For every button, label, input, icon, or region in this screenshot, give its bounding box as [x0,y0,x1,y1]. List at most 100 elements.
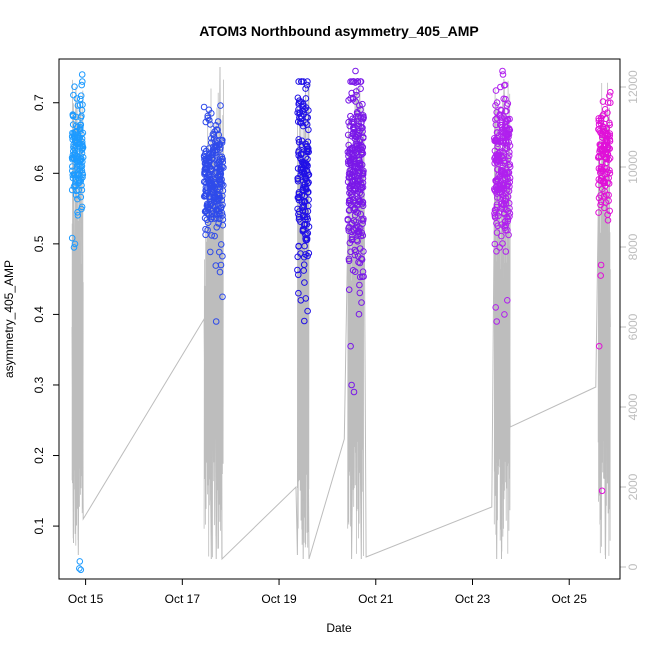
data-point [502,176,509,183]
data-point [208,173,215,180]
data-point [74,169,81,177]
data-point [503,169,511,176]
data-point [359,100,366,108]
data-point [72,113,80,121]
data-point [498,232,505,240]
data-point [219,212,226,219]
data-point [493,248,500,255]
data-point [297,250,304,257]
data-point [351,158,359,166]
data-point [354,187,362,195]
data-point [295,136,303,143]
data-point [218,155,226,163]
data-point [500,176,507,183]
data-point [495,171,502,179]
data-point [601,171,609,178]
left-axis: 0.1 0.2 0.3 0.4 0.5 0.6 0.7 [32,94,59,534]
data-point [211,203,219,211]
data-point [492,102,499,109]
data-point [298,119,305,127]
data-point [295,271,302,279]
data-point [298,143,306,150]
data-point [491,206,499,214]
data-point [205,212,213,219]
data-point [201,150,209,158]
data-point [304,307,311,315]
data-point [492,87,500,94]
data-point [69,136,76,143]
right-axis: 0 2000 4000 6000 8000 10000 12000 [620,70,640,570]
x-tick-label: Oct 19 [261,592,297,606]
data-point [357,198,364,205]
data-point [209,207,217,214]
data-point [219,221,227,229]
data-point [360,248,367,255]
data-point [359,232,367,239]
data-point [217,261,225,269]
x-tick-label: Oct 15 [68,592,104,606]
data-point [78,182,85,189]
data-point [301,162,309,170]
data-point [606,92,613,99]
data-point [209,149,216,157]
y-tick-label: 0.6 [32,165,46,182]
data-point [347,196,354,204]
y2-tick-label: 0 [626,563,640,570]
data-point [302,85,309,92]
data-point [506,161,514,168]
data-point [492,137,500,144]
data-point [215,141,223,149]
data-point [212,318,220,325]
data-point [74,195,81,203]
data-point [302,104,310,111]
data-point [505,152,513,159]
data-point [353,236,361,244]
data-point [352,140,360,148]
data-point [70,244,78,251]
data-point [205,161,212,168]
plot-frame [58,58,621,580]
data-point [305,126,312,134]
data-point [352,248,360,255]
data-point [606,207,614,215]
data-point [501,218,509,225]
data-point [359,217,367,224]
data-point [299,187,307,194]
data-point [596,141,604,148]
data-point [349,129,357,137]
data-point [351,246,359,254]
data-point [304,78,311,85]
data-point [72,142,80,150]
data-point [602,153,610,161]
data-point [356,136,364,143]
data-point [204,226,211,234]
data-point [352,218,360,226]
data-point [597,261,605,269]
data-point [606,145,614,152]
data-point [297,119,304,126]
data-point [304,162,311,170]
data-point [597,272,605,279]
data-point [348,381,355,389]
data-point [78,205,85,213]
points-layer [68,67,614,574]
data-point [599,98,607,105]
data-point [595,209,602,216]
data-point [301,317,308,325]
data-point [79,158,86,166]
data-point [597,117,605,125]
data-point [302,235,309,242]
data-point [350,172,358,179]
data-point [359,273,366,281]
data-point [491,214,499,221]
data-point [216,268,224,276]
series-line-segment [597,82,611,556]
data-point [294,177,302,185]
data-point [502,248,510,255]
data-point [301,220,309,228]
bottom-axis: Oct 15 Oct 17 Oct 19 Oct 21 Oct 23 Oct 25 [68,579,587,606]
data-point [202,164,209,172]
data-point [348,233,356,241]
data-point [495,132,503,139]
data-point [71,181,79,188]
